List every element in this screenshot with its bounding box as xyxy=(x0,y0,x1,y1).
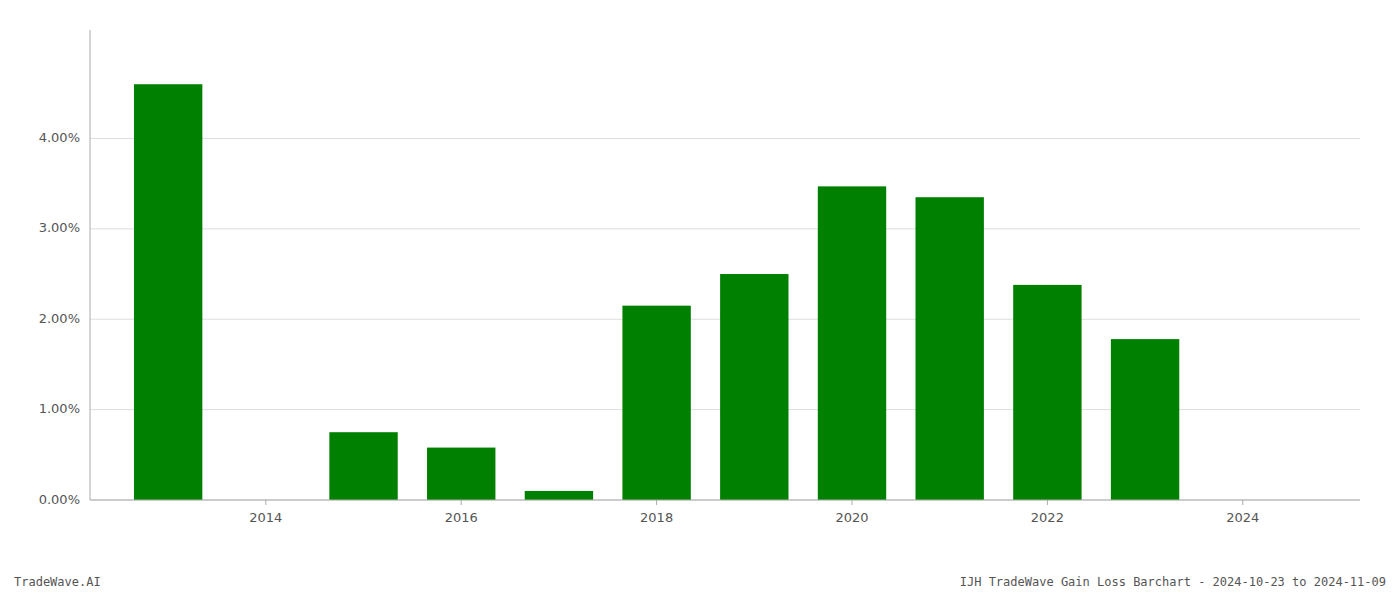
bar xyxy=(525,491,593,500)
bar xyxy=(134,84,202,500)
x-tick-label: 2018 xyxy=(640,510,673,525)
bar xyxy=(1013,285,1081,500)
x-tick xyxy=(461,500,462,505)
y-tick-labels: 0.00% 1.00% 2.00% 3.00% 4.00% xyxy=(39,130,80,507)
footer-annotation: TradeWave.AI xyxy=(14,575,101,589)
chart: 0.00% 1.00% 2.00% 3.00% 4.00% 2014 2016 2018 202… xyxy=(0,0,1400,600)
grid-line xyxy=(90,228,1360,229)
x-tick-label: 2022 xyxy=(1031,510,1064,525)
y-tick-label: 1.00% xyxy=(39,401,80,416)
bar xyxy=(720,274,788,500)
x-tick xyxy=(265,500,266,505)
y-tick-label: 0.00% xyxy=(39,492,80,507)
y-tick-label: 2.00% xyxy=(39,311,80,326)
bar xyxy=(916,197,984,500)
bar xyxy=(427,448,495,500)
x-tick-label: 2020 xyxy=(835,510,868,525)
background xyxy=(0,0,1400,600)
x-ticks: 2014 2016 2018 2020 2022 2024 xyxy=(249,500,1259,525)
bars xyxy=(134,84,1179,500)
bar xyxy=(329,432,397,500)
y-grid xyxy=(90,138,1360,500)
x-tick xyxy=(1047,500,1048,505)
x-tick xyxy=(852,500,853,505)
x-tick-label: 2016 xyxy=(445,510,478,525)
y-axis-line xyxy=(90,30,91,500)
x-tick-label: 2024 xyxy=(1226,510,1259,525)
x-tick-label: 2014 xyxy=(249,510,282,525)
x-axis-line xyxy=(90,500,1360,501)
x-tick xyxy=(1242,500,1243,505)
grid-line xyxy=(90,138,1360,139)
chart-container: 0.00% 1.00% 2.00% 3.00% 4.00% 2014 2016 2018 202… xyxy=(0,0,1400,600)
x-tick xyxy=(656,500,657,505)
bar xyxy=(818,186,886,500)
y-tick-label: 3.00% xyxy=(39,220,80,235)
y-tick-label: 4.00% xyxy=(39,130,80,145)
bar xyxy=(1111,339,1179,500)
bar xyxy=(622,306,690,500)
grid-line xyxy=(90,500,1360,501)
title: IJH TradeWave Gain Loss Barchart - 2024-… xyxy=(960,575,1386,589)
